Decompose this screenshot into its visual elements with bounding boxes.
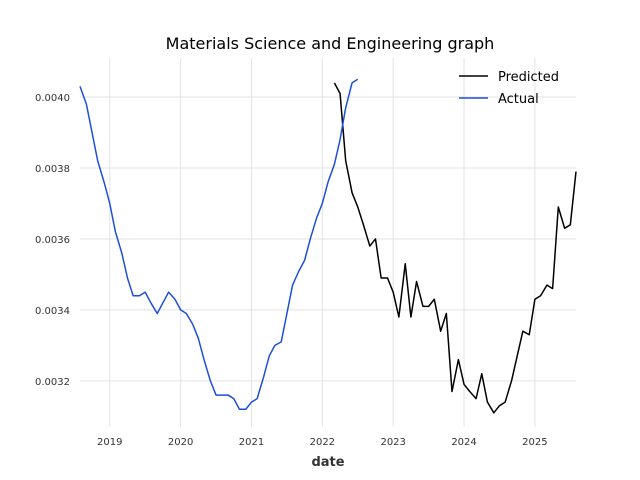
series-line-actual xyxy=(79,78,359,411)
x-axis-label: date xyxy=(311,455,344,470)
y-tick-label: 0.0034 xyxy=(35,306,70,317)
plot-lines xyxy=(79,78,577,414)
legend-label-predicted: Predicted xyxy=(498,70,559,85)
y-tick-label: 0.0036 xyxy=(35,235,70,246)
x-tick-label: 2020 xyxy=(168,437,193,448)
grid xyxy=(80,58,576,427)
x-tick-label: 2023 xyxy=(380,437,405,448)
y-axis-ticks: 0.0032 0.0034 0.0036 0.0038 0.0040 xyxy=(35,93,70,388)
x-tick-label: 2021 xyxy=(239,437,264,448)
x-tick-label: 2022 xyxy=(310,437,335,448)
y-tick-label: 0.0032 xyxy=(35,377,70,388)
y-tick-label: 0.0038 xyxy=(35,164,70,175)
x-axis-ticks: 2019 2020 2021 2022 2023 2024 2025 xyxy=(97,437,548,448)
x-tick-label: 2024 xyxy=(451,437,476,448)
x-tick-label: 2019 xyxy=(97,437,122,448)
series-line-predicted xyxy=(333,82,577,414)
x-tick-label: 2025 xyxy=(522,437,547,448)
legend-label-actual: Actual xyxy=(498,92,539,107)
legend: Predicted Actual xyxy=(459,70,559,107)
y-tick-label: 0.0040 xyxy=(35,93,70,104)
chart-title: Materials Science and Engineering graph xyxy=(166,34,495,53)
